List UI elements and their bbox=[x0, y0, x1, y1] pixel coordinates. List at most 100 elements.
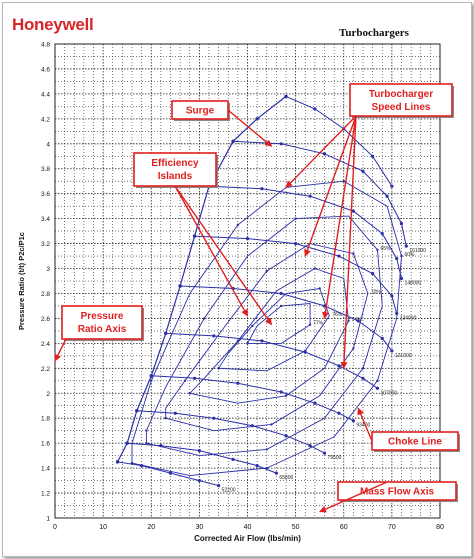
efficiency-point bbox=[202, 317, 206, 320]
speed-line-point bbox=[371, 271, 375, 276]
callout-box bbox=[133, 152, 217, 187]
callout-label: Turbocharger Speed Lines bbox=[369, 89, 433, 113]
speed-line-point bbox=[192, 376, 197, 380]
efficiency-point bbox=[400, 254, 403, 258]
speed-line-point bbox=[322, 451, 327, 455]
callout-efficiency-islands: Efficiency Islands bbox=[133, 152, 273, 326]
x-tick-label: 0 bbox=[53, 524, 57, 531]
speed-line-label: 121000 bbox=[395, 353, 412, 359]
callout-arrow bbox=[322, 115, 357, 320]
y-tick-label: 1.8 bbox=[41, 416, 50, 423]
efficiency-point bbox=[318, 287, 321, 290]
speed-line-point bbox=[308, 444, 312, 448]
efficiency-point bbox=[251, 324, 254, 328]
callout-box bbox=[61, 305, 143, 340]
axis-layer: 0 10 20 30 40 50 60 70 80 1 1.2 1.4 1.6 1.8 2 2.2 2.4 2.6… bbox=[17, 42, 444, 544]
surge-point bbox=[284, 94, 288, 99]
speed-line-point bbox=[140, 464, 144, 468]
speed-line-point bbox=[375, 386, 380, 390]
efficiency-island-3 bbox=[188, 268, 350, 404]
speed-line-label: 148000 bbox=[405, 281, 422, 287]
speed-line-point bbox=[322, 304, 327, 308]
speed-line-point bbox=[294, 241, 298, 246]
speed-line-point bbox=[168, 471, 173, 475]
y-tick-label: 4 bbox=[46, 141, 50, 148]
efficiency-point bbox=[294, 217, 297, 220]
surge-point bbox=[115, 460, 120, 464]
speed-line-point bbox=[313, 107, 317, 111]
speed-line-point bbox=[322, 152, 327, 156]
efficiency-point bbox=[217, 367, 220, 370]
x-axis-label: Corrected Air Flow (lbs/min) bbox=[194, 534, 301, 543]
y-tick-label: 2.6 bbox=[41, 316, 50, 323]
speed-line-point bbox=[385, 194, 389, 198]
surge-point bbox=[149, 374, 153, 378]
speed-line-point bbox=[250, 424, 254, 428]
callout-mass-flow-axis: Mass Flow Axis bbox=[319, 481, 458, 513]
x-tick-label: 50 bbox=[292, 524, 300, 531]
y-tick-label: 4.8 bbox=[41, 42, 50, 49]
speed-line-label: 93400 bbox=[356, 423, 370, 429]
speed-line-label: 52200 bbox=[222, 488, 236, 494]
speed-line-label: 79500 bbox=[328, 455, 342, 461]
surge-point bbox=[135, 409, 139, 413]
efficiency-point bbox=[352, 347, 355, 350]
speed-line-point bbox=[212, 416, 216, 420]
efficiency-point bbox=[270, 423, 273, 426]
speed-line-label: 161000 bbox=[409, 248, 426, 254]
y-tick-label: 2 bbox=[46, 391, 50, 398]
y-tick-label: 2.4 bbox=[41, 341, 50, 348]
efficiency-point bbox=[188, 392, 191, 395]
speed-line-point bbox=[173, 411, 177, 415]
surge-point bbox=[125, 441, 129, 445]
callout-box bbox=[349, 83, 453, 117]
speed-line-1 bbox=[127, 442, 277, 474]
callout-label: Choke Line bbox=[388, 437, 442, 448]
efficiency-point bbox=[246, 342, 249, 345]
speed-line-label: 107000 bbox=[380, 390, 397, 396]
speed-line-point bbox=[197, 478, 201, 483]
callout-label: Surge bbox=[186, 106, 215, 117]
speed-line-point bbox=[361, 169, 365, 173]
callout-arrow bbox=[227, 109, 273, 147]
speed-line-point bbox=[308, 194, 312, 198]
grid-layer bbox=[54, 43, 441, 519]
callout-pressure-ratio-axis: Pressure Ratio Axis bbox=[54, 305, 144, 362]
speed-line-point bbox=[313, 401, 317, 405]
y-tick-label: 1.6 bbox=[41, 441, 50, 448]
callout-arrow bbox=[285, 115, 357, 188]
speed-line-label: 134000 bbox=[400, 315, 417, 321]
efficiency-point bbox=[342, 180, 345, 183]
speed-line-point bbox=[399, 276, 404, 281]
x-tick-label: 80 bbox=[436, 524, 444, 531]
efficiency-island-label: 76% bbox=[332, 312, 343, 318]
speed-line-label: 65800 bbox=[279, 475, 293, 481]
page-title: Turbochargers bbox=[339, 27, 409, 39]
speed-line-point bbox=[217, 483, 221, 488]
efficiency-island-label: 77% bbox=[313, 321, 324, 327]
efficiency-point bbox=[376, 379, 379, 382]
y-axis-label: Pressure Ratio (t/t) P2c/P1c bbox=[17, 232, 26, 330]
efficiency-point bbox=[265, 448, 268, 451]
efficiency-island-label: 60% bbox=[405, 252, 416, 258]
callout-label: Mass Flow Axis bbox=[360, 487, 435, 498]
y-tick-label: 4.4 bbox=[41, 91, 50, 98]
surge-point bbox=[255, 117, 259, 121]
callout-arrow bbox=[304, 115, 357, 257]
x-tick-label: 70 bbox=[388, 524, 396, 531]
efficiency-island-label: 70% bbox=[371, 289, 382, 295]
speed-line-point bbox=[197, 449, 201, 453]
surge-point bbox=[178, 284, 182, 288]
efficiency-island-label: 65% bbox=[380, 246, 391, 252]
speed-line-point bbox=[284, 434, 288, 438]
x-tick-label: 20 bbox=[147, 524, 155, 531]
brand-logo: Honeywell bbox=[12, 15, 94, 34]
callout-arrow bbox=[357, 407, 373, 442]
surge-point bbox=[192, 234, 197, 238]
y-tick-label: 1.4 bbox=[41, 466, 50, 473]
speed-line-point bbox=[260, 187, 264, 191]
callout-arrow bbox=[340, 115, 357, 370]
speed-line-point bbox=[337, 411, 341, 415]
surge-point bbox=[163, 331, 168, 336]
